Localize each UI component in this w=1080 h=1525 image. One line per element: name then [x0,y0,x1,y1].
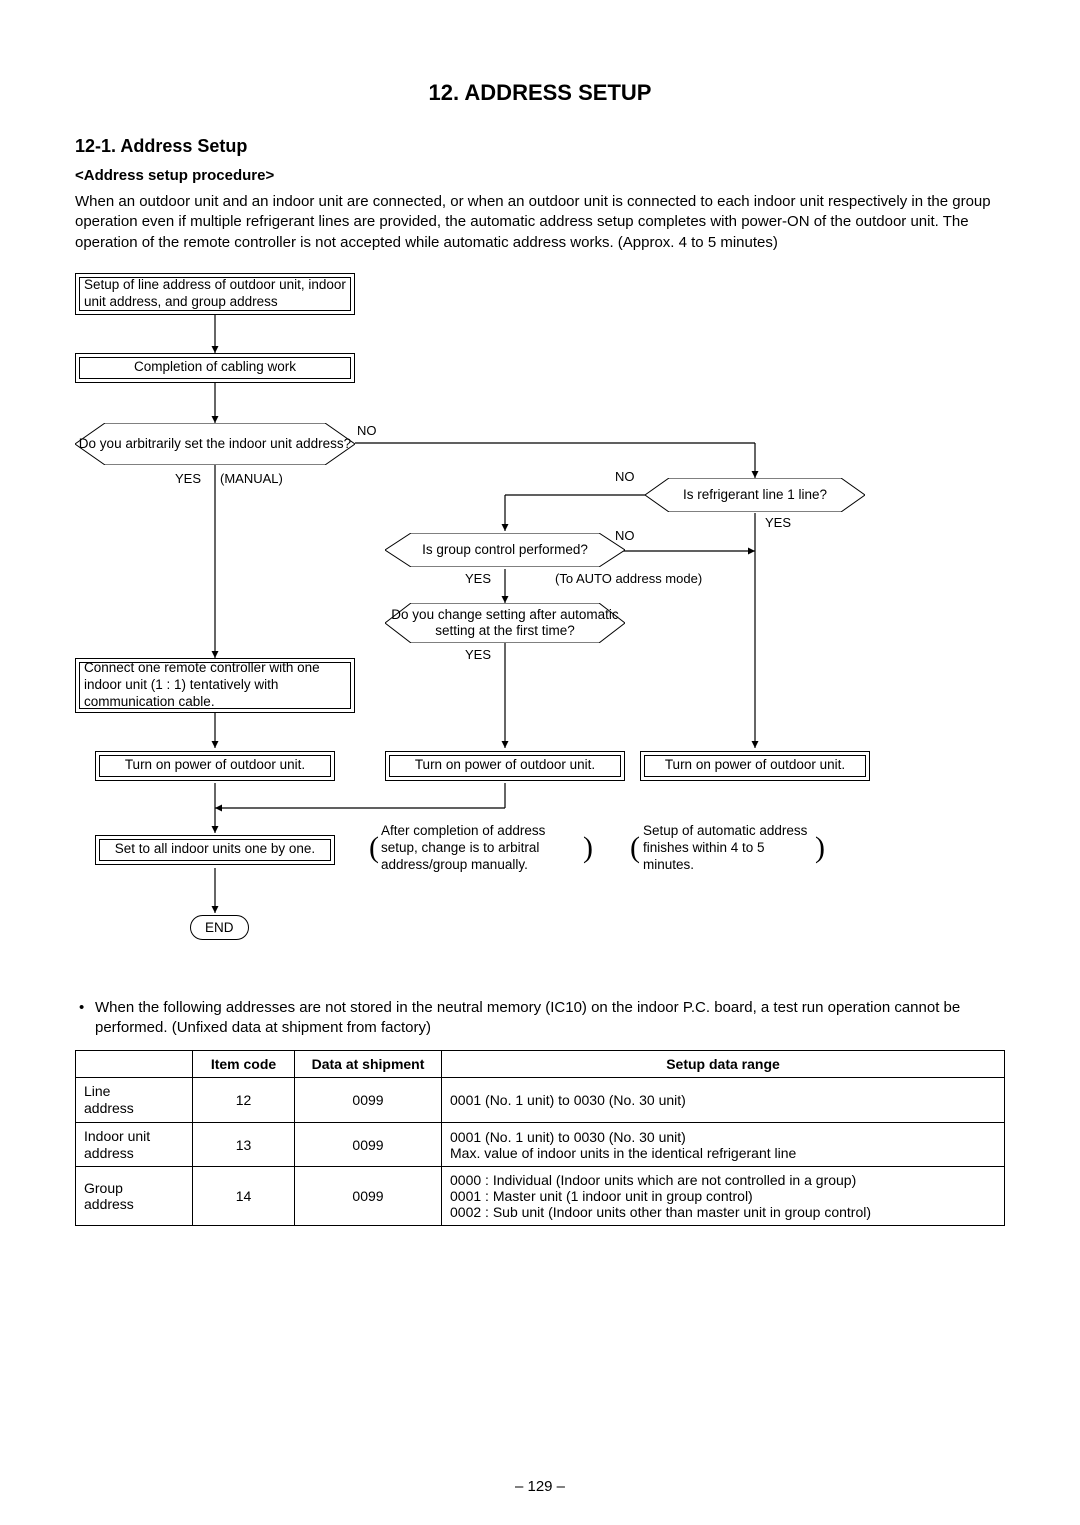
paren-right-icon: ) [815,831,825,865]
table-cell: 13 [193,1122,295,1167]
flow-decision-arbitrary: Do you arbitrarily set the indoor unit a… [75,423,355,465]
flow-terminal-end: END [190,915,249,940]
flow-label-no: NO [615,469,635,484]
flow-label-yes: YES [765,515,791,530]
paren-left-icon: ( [369,831,379,865]
flow-label-no: NO [357,423,377,438]
flow-text: Turn on power of outdoor unit. [665,757,845,774]
flow-node-connect-controller: Connect one remote controller with one i… [75,658,355,713]
flow-text: Do you change setting after automatic se… [385,607,625,639]
flow-decision-refrigerant: Is refrigerant line 1 line? [645,478,865,512]
table-cell: 0099 [295,1078,442,1123]
flow-node-power-b: Turn on power of outdoor unit. [385,751,625,781]
address-table: Item code Data at shipment Setup data ra… [75,1050,1005,1226]
table-cell: 0001 (No. 1 unit) to 0030 (No. 30 unit) [442,1078,1005,1123]
table-row: Indoor unitaddress 13 0099 0001 (No. 1 u… [76,1122,1005,1167]
flow-decision-group: Is group control performed? [385,533,625,567]
flow-label-yes: YES [465,647,491,662]
paren-right-icon: ) [583,831,593,865]
section-title: 12-1. Address Setup [75,136,1005,157]
paren-left-icon: ( [630,831,640,865]
table-row: Lineaddress 12 0099 0001 (No. 1 unit) to… [76,1078,1005,1123]
main-title: 12. ADDRESS SETUP [75,80,1005,106]
table-cell: 0001 (No. 1 unit) to 0030 (No. 30 unit)M… [442,1122,1005,1167]
flow-label-yes: YES [465,571,491,586]
table-cell: 14 [193,1167,295,1226]
flow-text: Setup of line address of outdoor unit, i… [84,277,346,311]
sub-heading: <Address setup procedure> [75,167,1005,184]
table-cell: Groupaddress [76,1167,193,1226]
table-cell: Lineaddress [76,1078,193,1123]
table-header: Item code [193,1051,295,1078]
table-cell: 0099 [295,1167,442,1226]
flow-node-set-all: Set to all indoor units one by one. [95,835,335,865]
page: 12. ADDRESS SETUP 12-1. Address Setup <A… [0,0,1080,1525]
flow-label-yes: YES [175,471,201,486]
table-cell: 0099 [295,1122,442,1167]
flow-text: Turn on power of outdoor unit. [415,757,595,774]
page-number: – 129 – [0,1478,1080,1495]
table-cell: 0000 : Individual (Indoor units which ar… [442,1167,1005,1226]
flow-text: Completion of cabling work [134,359,296,376]
flow-text: END [205,920,234,935]
flow-node-power-a: Turn on power of outdoor unit. [95,751,335,781]
flow-text: Is group control performed? [422,542,588,558]
intro-paragraph: When an outdoor unit and an indoor unit … [75,192,1005,253]
flow-text: Connect one remote controller with one i… [84,660,346,711]
table-cell: Indoor unitaddress [76,1122,193,1167]
flow-node-setup-addresses: Setup of line address of outdoor unit, i… [75,273,355,315]
flow-note-auto: Setup of automatic address finishes with… [643,823,813,874]
flow-text: Do you arbitrarily set the indoor unit a… [79,436,351,452]
table-header: Data at shipment [295,1051,442,1078]
table-row: Groupaddress 14 0099 0000 : Individual (… [76,1167,1005,1226]
flow-label-toauto: (To AUTO address mode) [555,571,702,586]
table-header-row: Item code Data at shipment Setup data ra… [76,1051,1005,1078]
flowchart: Setup of line address of outdoor unit, i… [75,273,1005,963]
flow-label-manual: (MANUAL) [220,471,283,486]
flow-note-manual: After completion of address setup, chang… [381,823,581,874]
flow-text: Set to all indoor units one by one. [115,841,315,858]
flow-node-power-c: Turn on power of outdoor unit. [640,751,870,781]
table-header: Setup data range [442,1051,1005,1078]
table-cell: 12 [193,1078,295,1123]
flow-decision-change: Do you change setting after automatic se… [385,603,625,643]
flow-text: Turn on power of outdoor unit. [125,757,305,774]
table-header [76,1051,193,1078]
bullet-note: When the following addresses are not sto… [75,998,1005,1039]
flow-text: Is refrigerant line 1 line? [683,487,827,503]
flow-node-cabling: Completion of cabling work [75,353,355,383]
flow-label-no: NO [615,528,635,543]
